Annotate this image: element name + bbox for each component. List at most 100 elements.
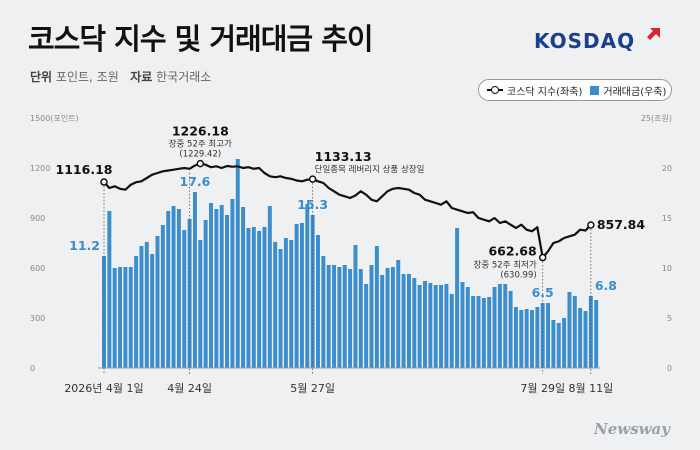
index-marker	[587, 221, 595, 229]
right-axis-tick: 5	[667, 314, 672, 323]
volume-bar	[171, 206, 176, 368]
right-axis-tick: 10	[662, 264, 672, 273]
volume-bar	[439, 285, 444, 368]
left-axis-tick: 1200	[30, 164, 50, 173]
index-note-sub-label: (1229.42)	[179, 150, 221, 160]
volume-bar	[412, 278, 417, 368]
right-axis-tick: 20	[662, 164, 672, 173]
volume-bar	[160, 225, 165, 368]
right-axis-unit: 25(조원)	[641, 114, 672, 123]
title-main: 코스닥	[28, 22, 106, 56]
volume-bar	[465, 287, 470, 368]
volume-bar	[546, 303, 551, 368]
volume-bar	[572, 296, 577, 368]
volume-bar	[519, 310, 524, 368]
index-marker	[196, 159, 205, 168]
volume-bar	[267, 206, 272, 368]
volume-bar	[444, 284, 449, 368]
volume-bar	[187, 219, 192, 368]
volume-bar	[273, 242, 278, 368]
volume-bar	[198, 240, 203, 368]
source-label: 자료	[130, 70, 153, 84]
index-marker	[100, 178, 108, 186]
volume-bar	[112, 268, 117, 368]
index-note-label: 장중 52주 최고가	[169, 139, 232, 150]
volume-bar	[567, 292, 572, 368]
volume-bar	[310, 215, 315, 368]
volume-bar	[278, 249, 283, 368]
right-axis-tick: 0	[667, 364, 672, 373]
volume-bar	[396, 260, 401, 368]
logo-text: KOSDAQ	[534, 29, 635, 53]
left-axis-tick: 600	[30, 264, 45, 273]
volume-bar	[230, 199, 235, 368]
volume-bar	[562, 318, 567, 368]
volume-bar	[139, 246, 144, 368]
volume-bar	[358, 269, 363, 368]
volume-bar	[369, 265, 374, 368]
volume-bar	[332, 265, 337, 368]
volume-bar	[257, 231, 262, 368]
volume-bar	[433, 285, 438, 368]
volume-bar	[487, 297, 492, 368]
volume-bar	[374, 246, 379, 368]
left-axis-tick: 300	[30, 314, 45, 323]
volume-bar	[530, 310, 534, 368]
volume-bar	[423, 281, 427, 368]
volume-bar	[289, 240, 294, 368]
unit-source-line: 단위 포인트, 조원 자료 한국거래소	[30, 68, 211, 85]
volume-bar	[535, 307, 540, 368]
volume-bar	[342, 265, 347, 368]
volume-bar	[155, 236, 160, 368]
volume-bar	[503, 284, 508, 368]
volume-bar	[513, 307, 518, 368]
volume-bar	[460, 282, 465, 368]
volume-bar	[219, 205, 224, 368]
volume-bar	[246, 228, 251, 368]
volume-value-label: 6.8	[595, 278, 617, 293]
volume-bar	[166, 211, 171, 368]
volume-bar	[481, 298, 486, 368]
volume-bar	[594, 300, 599, 368]
volume-bar	[578, 308, 583, 368]
volume-value-label: 11.2	[69, 238, 100, 253]
index-value-label: 662.68	[488, 244, 536, 259]
source-value: 한국거래소	[156, 70, 212, 84]
logo-arrow-icon	[647, 28, 660, 40]
legend-line-label: 코스닥 지수(좌축)	[507, 86, 583, 98]
volume-bar	[176, 209, 181, 368]
volume-bar	[353, 245, 358, 368]
x-tick-label: 8월 11일	[568, 381, 613, 395]
volume-bar	[417, 285, 422, 368]
legend-bar-label: 거래대금(우축)	[603, 86, 667, 98]
volume-bar	[182, 230, 187, 368]
chart-legend: 코스닥 지수(좌축) 거래대금(우축)	[478, 79, 672, 101]
right-axis-tick: 15	[662, 214, 672, 223]
volume-bar	[583, 311, 588, 368]
volume-bar	[455, 228, 460, 368]
x-tick-label: 2026년 4월 1일	[64, 381, 143, 395]
volume-value-label: 17.6	[180, 174, 211, 189]
index-note-sub-label: (630.99)	[500, 271, 536, 281]
volume-bar	[401, 274, 406, 368]
index-value-label: 1133.13	[315, 149, 372, 164]
index-marker	[308, 175, 317, 183]
page-title: 코스닥 지수 및 거래대금 추이	[28, 16, 374, 58]
volume-bar	[283, 238, 288, 368]
volume-bar	[294, 224, 299, 368]
volume-bar	[492, 287, 497, 368]
volume-bar	[551, 320, 556, 368]
volume-bar	[380, 275, 385, 368]
unit-value: 포인트, 조원	[55, 70, 119, 84]
volume-bar	[214, 209, 219, 368]
volume-bar	[524, 309, 529, 368]
index-value-label: 1116.18	[56, 162, 113, 177]
volume-bar	[406, 274, 411, 368]
legend-bar-swatch	[590, 85, 600, 95]
volume-bar	[209, 203, 213, 368]
volume-bar	[471, 296, 476, 368]
volume-bar	[305, 204, 310, 368]
volume-bar	[203, 220, 208, 368]
index-line	[103, 162, 592, 259]
left-axis-tick: 900	[30, 214, 45, 223]
